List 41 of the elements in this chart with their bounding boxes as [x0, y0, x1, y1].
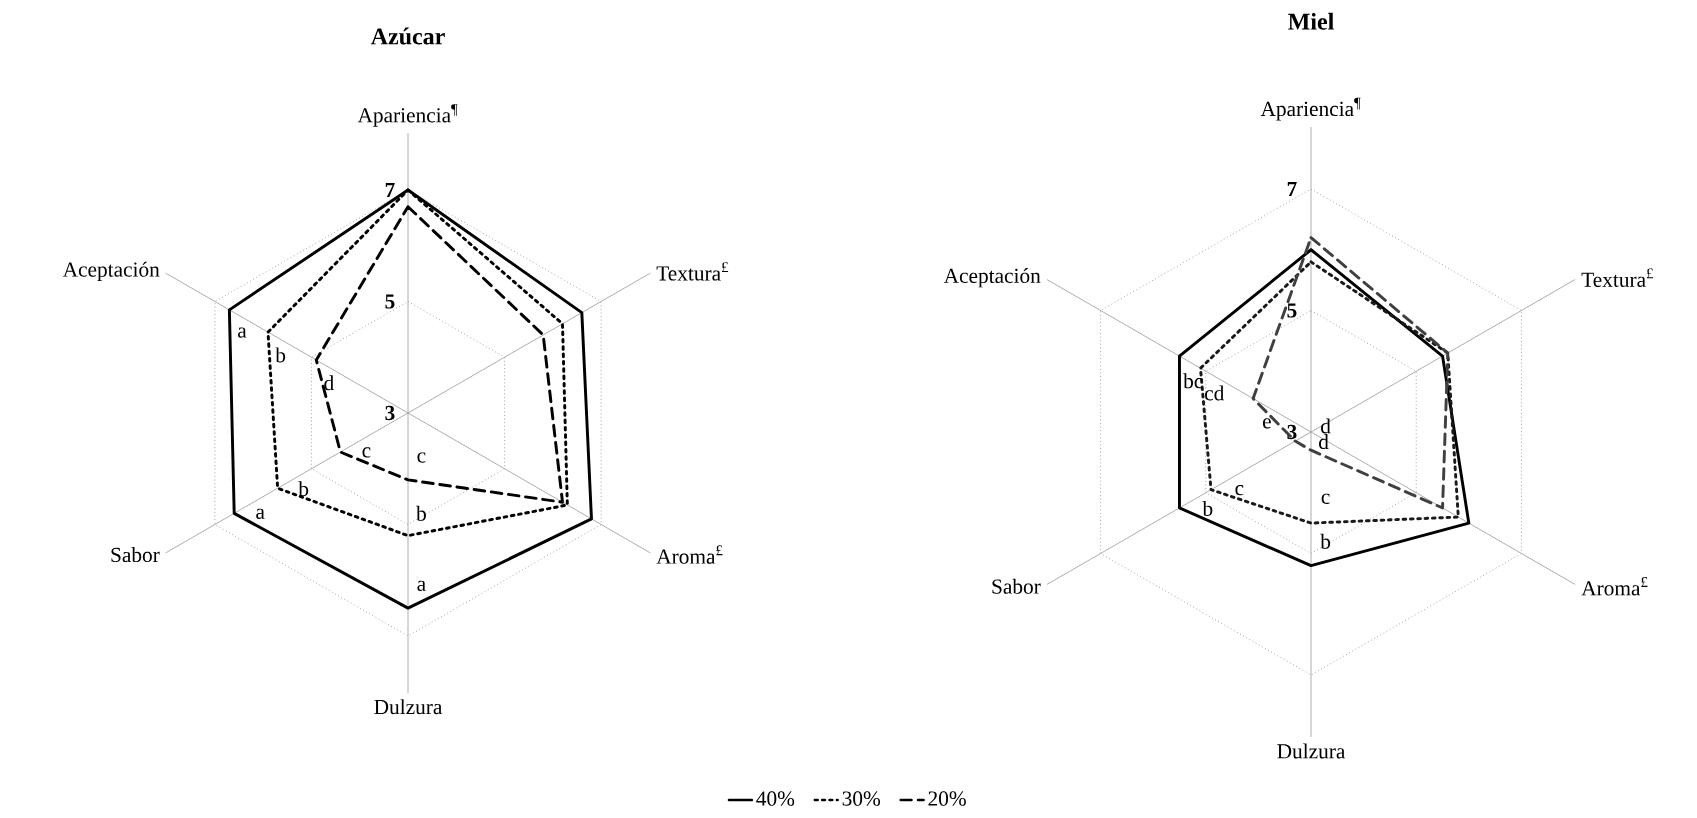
spoke-label: Aceptación — [943, 268, 1041, 288]
y-tick-label: 3 — [385, 405, 395, 421]
text: d — [1321, 418, 1331, 434]
text: e — [1262, 418, 1271, 429]
text: b — [1202, 500, 1213, 516]
spoke-label: Aceptación — [62, 261, 160, 282]
y-tick-label: 5 — [385, 294, 395, 309]
text: a — [256, 508, 265, 519]
spoke-label: Aroma$^{£}$ — [1581, 577, 1648, 596]
text: b — [275, 347, 286, 363]
text: c — [1235, 485, 1244, 496]
spoke-label: Dulzura — [374, 699, 443, 715]
text: c — [417, 452, 426, 463]
text: d — [324, 375, 334, 391]
text: c — [362, 447, 371, 458]
legend-label: 20% — [928, 791, 966, 806]
y-tick-label: 7 — [1287, 182, 1297, 196]
legend-label: 30% — [842, 791, 881, 806]
y-tick-label: 7 — [385, 183, 395, 197]
text: d — [1319, 434, 1329, 450]
spoke-label: Sabor — [992, 578, 1041, 594]
text: c — [1321, 493, 1330, 504]
text: b — [1320, 533, 1331, 549]
y-tick-label: 3 — [1287, 424, 1297, 440]
text: a — [238, 327, 247, 338]
chart-title: Azúcar — [370, 27, 445, 45]
spoke-label: Dulzura — [1277, 743, 1346, 759]
legend-label: 40% — [756, 791, 795, 806]
spoke-label: Apariencia$^{¶}$ — [1260, 97, 1361, 121]
text: b — [416, 505, 426, 521]
spoke-label: Textura$^{£}$ — [656, 262, 729, 281]
y-tick-label: 5 — [1287, 303, 1297, 318]
spoke-label: Apariencia$^{¶}$ — [357, 104, 458, 127]
text: b — [298, 481, 309, 497]
chart-title: Miel — [1288, 12, 1334, 30]
spoke-label: Aroma$^{£}$ — [656, 545, 723, 564]
text: bc — [1183, 373, 1203, 389]
spoke-label: Textura$^{£}$ — [1581, 268, 1654, 287]
spoke-label: Sabor — [111, 547, 160, 563]
text: cd — [1205, 385, 1225, 401]
text: a — [417, 580, 426, 591]
